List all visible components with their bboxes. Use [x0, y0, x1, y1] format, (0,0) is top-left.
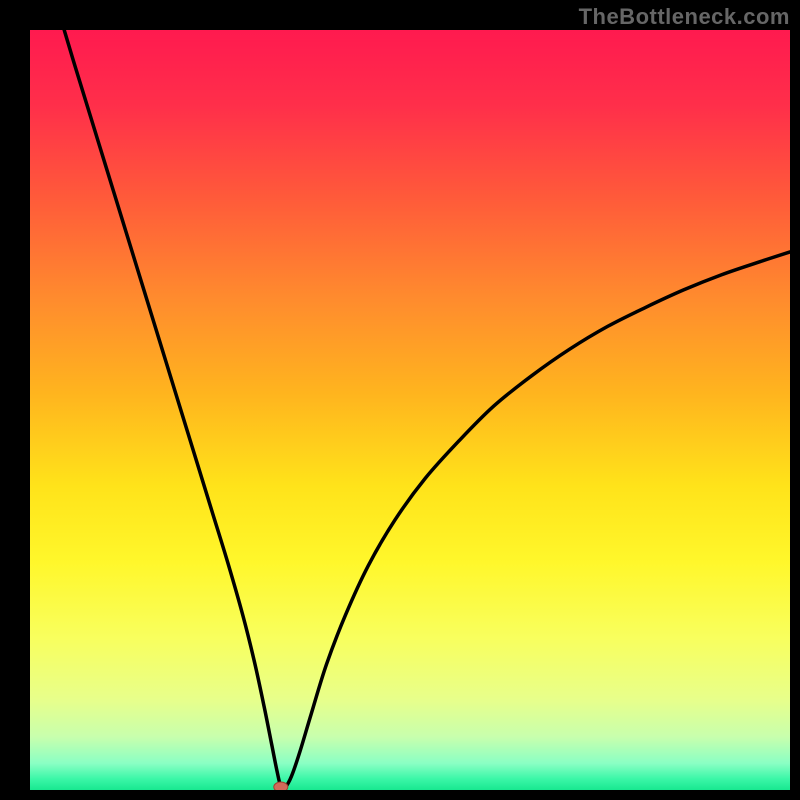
bottleneck-chart: [0, 0, 800, 800]
frame-left: [0, 0, 30, 800]
watermark-text: TheBottleneck.com: [579, 4, 790, 30]
frame-bottom: [0, 790, 800, 800]
frame-right: [790, 0, 800, 800]
gradient-background: [30, 30, 790, 790]
chart-container: TheBottleneck.com: [0, 0, 800, 800]
